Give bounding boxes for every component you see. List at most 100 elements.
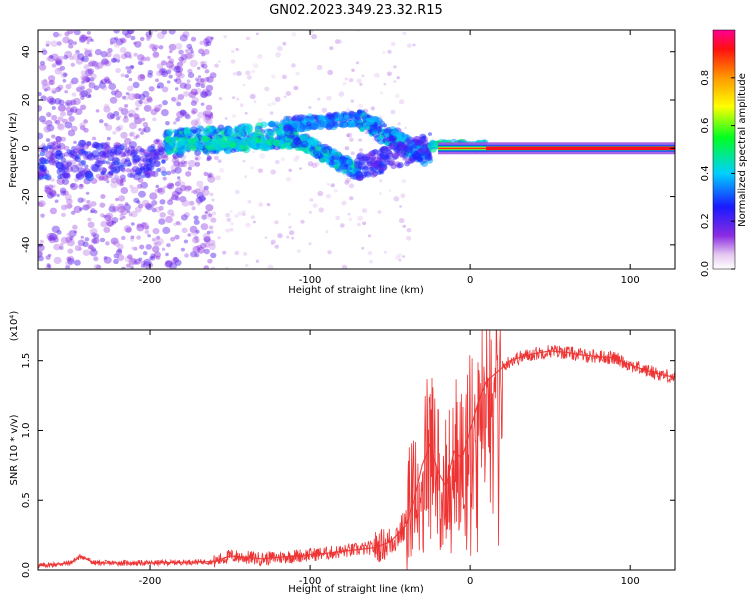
spectrogram-cell: [59, 245, 64, 250]
spectrogram-cell: [99, 202, 106, 208]
spectrogram-cell: [145, 203, 153, 211]
spectrogram-cell: [190, 36, 197, 42]
spectrogram-cell: [377, 210, 382, 214]
spectrogram-cell: [48, 75, 56, 82]
spectrogram-cell: [378, 163, 383, 168]
spectrogram-cell: [121, 178, 127, 183]
spectrogram-cell: [84, 48, 88, 52]
spectrogram-cell: [54, 145, 60, 150]
spectrogram-cell: [113, 240, 121, 247]
spectrogram-cell: [111, 162, 116, 166]
spectrogram-cell: [255, 137, 263, 144]
spectrogram-cell: [350, 151, 355, 155]
spectrogram-cell: [175, 66, 184, 73]
spectrogram-cell: [80, 104, 87, 111]
spectrogram-cell: [60, 72, 68, 78]
spectrogram-cell: [310, 138, 319, 146]
spectrogram-cell: [191, 206, 196, 211]
spectrogram-cell: [243, 252, 248, 256]
spectrogram-cell: [197, 111, 205, 119]
spectrogram-cell: [162, 176, 167, 181]
spectrogram-cell: [80, 149, 87, 155]
spectrogram-cell: [209, 112, 213, 116]
spectrogram-cell: [184, 114, 191, 120]
spectrogram-cell: [61, 204, 68, 211]
spectrogram-cell: [86, 204, 91, 209]
spectrogram-cell: [95, 161, 101, 167]
spectrogram-cell: [117, 248, 123, 253]
spectrogram-cell: [348, 183, 355, 189]
spectrogram-cell: [229, 228, 234, 232]
spectrogram-cell: [404, 126, 407, 130]
spectrogram-cell: [128, 213, 133, 217]
spectrogram-cell: [182, 31, 190, 38]
spectrogram-cell: [39, 151, 46, 157]
spectrogram-cell: [147, 72, 153, 78]
spectrogram-cell: [123, 150, 131, 157]
spectrogram-cell: [141, 199, 150, 207]
spectrogram-cell: [232, 114, 237, 118]
spectrogram-cell: [324, 116, 329, 121]
spectrogram-cell: [158, 218, 166, 225]
spectrogram-cell: [169, 136, 176, 143]
spectrogram-cell: [154, 107, 160, 113]
spectrogram-cell: [68, 230, 77, 238]
spectrogram-cell: [88, 53, 93, 58]
spectrogram-cell: [184, 185, 191, 192]
spectrogram-cell: [156, 167, 161, 172]
spectrogram-cell: [59, 65, 66, 71]
spectrogram-cell: [144, 229, 150, 235]
spectrogram-cell: [267, 130, 274, 137]
spectrogram-cell: [134, 93, 142, 100]
spectrogram-cell: [242, 141, 247, 147]
spectrogram-cell: [90, 210, 94, 214]
spectrogram-cell: [193, 219, 200, 225]
spectrogram-cell: [151, 207, 157, 213]
spectrogram-cell: [357, 103, 364, 109]
spectrogram-cell: [341, 264, 348, 269]
spectrogram-cell: [108, 82, 117, 91]
spectrogram-cell: [99, 80, 104, 84]
spectrogram-cell: [143, 99, 149, 105]
spectrogram-cell: [229, 142, 237, 148]
spectrogram-cell: [169, 64, 176, 71]
spectrogram-cell: [128, 55, 133, 59]
spectrogram-cell: [179, 196, 187, 203]
spectrogram-cell: [118, 151, 126, 159]
snr-y-axis: 0.0 0.5 1.0 1.5: [21, 353, 675, 578]
spectrogram-cell: [205, 110, 211, 115]
spectrogram-cell: [123, 225, 132, 233]
spectrogram-cell: [174, 181, 181, 187]
spectrogram-cell: [205, 36, 213, 44]
spectrogram-cell: [115, 89, 120, 93]
spectrogram-cell: [419, 141, 426, 147]
spectrogram-cell: [63, 172, 71, 180]
spectrogram-cell: [89, 73, 97, 80]
spectrogram-cell: [104, 141, 110, 147]
spectrogram-cell: [350, 99, 355, 103]
spectrogram-cell: [274, 159, 280, 165]
spectrogram-cell: [106, 180, 110, 184]
spectrogram-cell: [48, 97, 57, 105]
spectrogram-cell: [196, 244, 203, 251]
spectrogram-cell: [103, 59, 110, 65]
spectrogram-cell: [274, 244, 280, 249]
spectrogram-cell: [180, 58, 187, 64]
spectrogram-cell: [174, 187, 183, 195]
spectrogram-cell: [200, 63, 205, 68]
spectrogram-cell: [99, 119, 104, 124]
spectrogram-cell: [84, 204, 89, 209]
spectrogram-cell: [88, 60, 97, 67]
spectrogram-cell: [80, 235, 85, 239]
spectrogram-cell: [249, 93, 256, 100]
spectrogram-cell: [101, 59, 110, 67]
snr-x-tick-label: 0: [467, 576, 473, 587]
spectrogram-cell: [379, 179, 383, 183]
spectrogram-cell: [156, 85, 160, 89]
spectrogram-cell: [188, 91, 197, 99]
spectrogram-cell: [204, 69, 210, 74]
spectrogram-cell: [308, 106, 312, 109]
spectrogram-cell: [367, 154, 376, 162]
spectrogram-cell: [84, 68, 93, 77]
colorbar-tick-label: 0.0: [700, 261, 711, 277]
